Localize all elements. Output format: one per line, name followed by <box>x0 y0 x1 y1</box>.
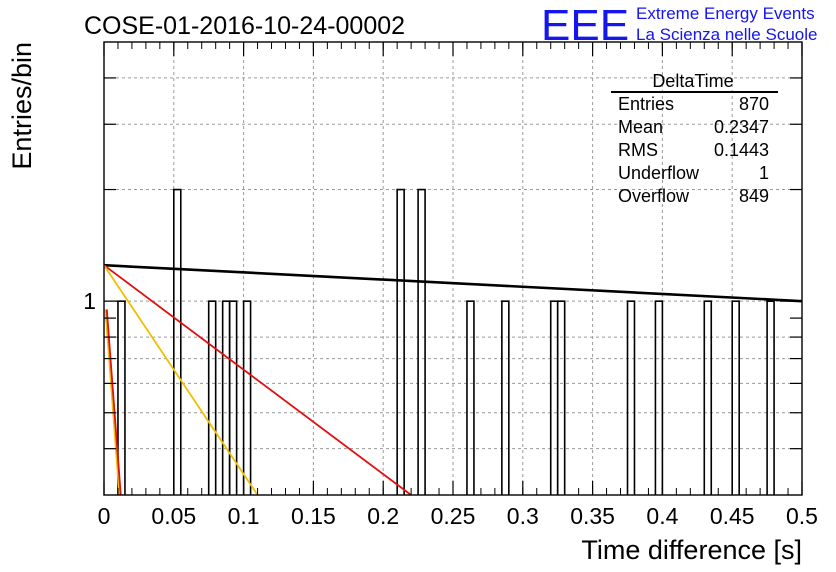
x-tick-label: 0.15 <box>291 503 336 529</box>
histogram-bar <box>731 300 740 495</box>
histogram-bar <box>549 300 559 495</box>
histogram-bar <box>207 300 217 495</box>
histogram-bar <box>654 300 664 495</box>
x-tick-label: 0.2 <box>367 503 399 529</box>
stats-row-entries: Entries 870 <box>618 94 769 114</box>
histogram-bar <box>703 300 713 495</box>
stats-value-mean: 0.2347 <box>714 117 769 137</box>
stats-label-rms: RMS <box>618 140 658 160</box>
histogram-bar <box>417 188 426 495</box>
histogram-bar <box>626 300 636 495</box>
stats-row-overflow: Overflow 849 <box>618 186 769 206</box>
stats-value-overflow: 849 <box>739 186 769 206</box>
chart-title: COSE-01-2016-10-24-00002 <box>84 12 405 40</box>
x-tick-label: 0.05 <box>151 503 196 529</box>
fit-line <box>105 309 122 496</box>
stats-value-entries: 870 <box>739 94 769 114</box>
grid-lines <box>104 42 802 495</box>
histogram-bar <box>766 300 775 495</box>
stats-value-rms: 0.1443 <box>714 140 769 160</box>
x-tick-label: 0.5 <box>786 503 818 529</box>
x-tick-label: 0.45 <box>710 503 755 529</box>
fit-line <box>103 264 412 496</box>
histogram-bar <box>242 300 252 495</box>
brand-line-1: Extreme Energy Events <box>636 4 815 23</box>
histogram-bars <box>117 188 775 495</box>
histogram-bar <box>466 300 475 495</box>
stats-label-overflow: Overflow <box>618 186 690 206</box>
histogram-bar <box>228 300 238 495</box>
stats-row-underflow: Underflow 1 <box>618 163 769 183</box>
histogram-bar <box>173 188 182 495</box>
histogram-bar <box>221 300 231 495</box>
y-axis-label: Entries/bin <box>7 42 37 170</box>
fit-lines <box>103 263 803 496</box>
x-tick-label: 0 <box>98 503 111 529</box>
stats-label-underflow: Underflow <box>618 163 700 183</box>
x-axis-label: Time difference [s] <box>581 535 802 565</box>
stats-label-mean: Mean <box>618 117 663 137</box>
y-tick-label: 1 <box>83 288 96 314</box>
histogram-bar <box>556 300 566 495</box>
stats-value-underflow: 1 <box>759 163 769 183</box>
stats-row-rms: RMS 0.1443 <box>618 140 769 160</box>
x-tick-label: 0.35 <box>570 503 615 529</box>
stats-label-entries: Entries <box>618 94 674 114</box>
histogram-bar <box>396 188 405 495</box>
eee-logo: EEE Extreme Energy Events La Scienza nel… <box>541 1 817 50</box>
histogram-bar <box>501 300 510 495</box>
brand-line-2: La Scienza nelle Scuole <box>636 25 817 44</box>
x-tick-label: 0.3 <box>507 503 539 529</box>
axis-ticks: 0 0.05 0.1 0.15 0.2 0.25 0.3 0.35 0.4 0.45 0.5 1 <box>83 42 818 529</box>
stats-box-title: DeltaTime <box>652 71 733 91</box>
stats-box: DeltaTime Entries 870 Mean 0.2347 RMS 0.… <box>611 71 778 206</box>
x-tick-label: 0.4 <box>646 503 678 529</box>
stats-row-mean: Mean 0.2347 <box>618 117 769 137</box>
x-tick-label: 0.25 <box>431 503 476 529</box>
fit-line <box>103 264 259 496</box>
fit-line <box>103 263 803 303</box>
fit-line <box>104 309 121 496</box>
x-tick-label: 0.1 <box>228 503 260 529</box>
